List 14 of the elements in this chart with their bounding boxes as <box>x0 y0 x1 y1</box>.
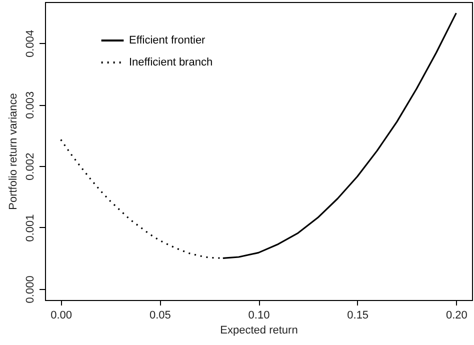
legend-label: Inefficient branch <box>129 56 213 68</box>
x-tick-label: 0.05 <box>149 310 171 322</box>
x-tick-label: 0.15 <box>347 310 369 322</box>
y-axis-title: Portfolio return variance <box>8 93 20 210</box>
y-tick-label: 0.003 <box>24 91 36 119</box>
x-tick-label: 0.00 <box>50 310 72 322</box>
y-tick-label: 0.002 <box>24 152 36 180</box>
x-tick-label: 0.20 <box>446 310 468 322</box>
x-tick-label: 0.10 <box>248 310 270 322</box>
y-tick-label: 0.000 <box>24 276 36 304</box>
legend-label: Efficient frontier <box>129 34 206 46</box>
y-tick-label: 0.004 <box>24 30 36 58</box>
y-tick-label: 0.001 <box>24 214 36 242</box>
x-axis-title: Expected return <box>220 324 298 336</box>
